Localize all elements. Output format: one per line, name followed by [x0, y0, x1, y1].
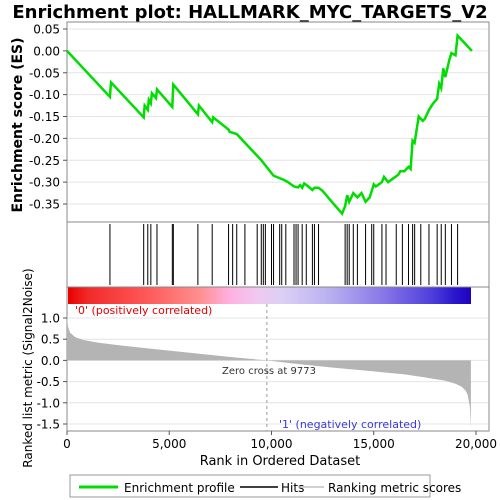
es-tick-label: -0.10: [29, 88, 60, 102]
es-tick-label: -0.15: [29, 110, 60, 124]
x-axis-label: Rank in Ordered Dataset: [200, 454, 361, 469]
zero-cross-label: Zero cross at 9773: [222, 366, 316, 377]
es-plot-area: [66, 21, 490, 223]
es-axis-label: Enrichment score (ES): [10, 37, 26, 212]
hits-plot-area: [66, 221, 490, 288]
x-ticks: 0 5,000 10,000 15,000 20,000: [63, 431, 497, 451]
chart-title: Enrichment plot: HALLMARK_MYC_TARGETS_V2: [12, 2, 487, 23]
metric-tick-label: 0.0: [41, 354, 60, 368]
enrichment-profile-line: [66, 32, 473, 216]
metric-tick-label: -1.0: [37, 396, 60, 410]
legend-box: [69, 474, 431, 498]
legend: Enrichment profile Hits Ranking metric s…: [69, 474, 461, 498]
enrichment-score-panel: 0.05 0.00 -0.05 -0.10 -0.15 -0.20 -0.25 -0.30 -0…: [10, 21, 490, 223]
metric-tick-label: 0.5: [41, 333, 60, 347]
x-tick-label: 20,000: [455, 437, 497, 451]
legend-hits-label: Hits: [281, 481, 304, 495]
metric-axis-label: Ranked list metric (Signal2Noise): [21, 268, 35, 467]
metric-y-ticks: 1.0 0.5 0.0 -0.5 -1.0 -1.5: [37, 312, 67, 432]
positive-correlation-label: '0' (positively correlated): [75, 304, 212, 317]
x-tick-label: 0: [63, 437, 71, 451]
hit-marks: [109, 224, 459, 285]
ranking-metric-area: [67, 317, 471, 429]
es-y-ticks: 0.05 0.00 -0.05 -0.10 -0.15 -0.20 -0.25 -0.30 -0…: [29, 23, 67, 212]
x-tick-label: 15,000: [353, 437, 395, 451]
es-tick-label: -0.20: [29, 132, 60, 146]
hits-panel: [66, 221, 490, 288]
es-tick-label: 0.05: [33, 23, 60, 37]
es-tick-label: -0.35: [29, 198, 60, 212]
x-tick-label: 5,000: [152, 437, 186, 451]
ranked-metric-panel: 1.0 0.5 0.0 -0.5 -1.0 -1.5 0 5,000 10,000 15,000…: [21, 268, 497, 469]
negative-correlation-label: '1' (negatively correlated): [279, 418, 421, 431]
metric-tick-label: -0.5: [37, 375, 60, 389]
es-tick-label: -0.25: [29, 154, 60, 168]
rank-color-bar: [68, 287, 471, 304]
legend-profile-label: Enrichment profile: [124, 481, 235, 495]
es-tick-label: -0.30: [29, 176, 60, 190]
x-tick-label: 10,000: [251, 437, 293, 451]
es-tick-label: 0.00: [33, 44, 60, 58]
es-tick-label: -0.05: [29, 66, 60, 80]
legend-metric-label: Ranking metric scores: [328, 481, 461, 495]
metric-tick-label: 1.0: [41, 312, 60, 326]
metric-tick-label: -1.5: [37, 418, 60, 432]
es-grid: [68, 28, 488, 205]
